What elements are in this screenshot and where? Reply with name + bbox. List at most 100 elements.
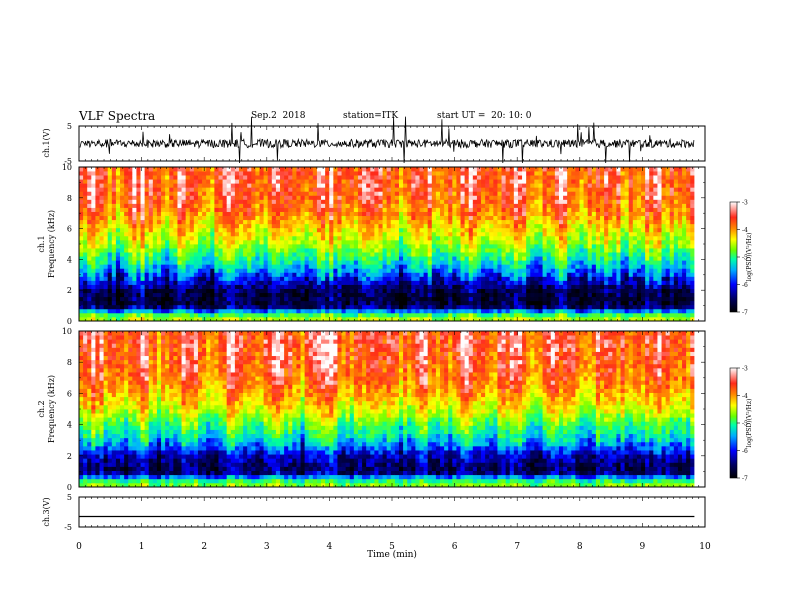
spectrogram-cell	[440, 179, 445, 184]
spectrogram-cell	[107, 244, 113, 249]
spectrogram-cell	[91, 312, 96, 318]
spectrogram-cell	[210, 272, 215, 277]
spectrogram-cell	[456, 207, 461, 212]
spectrogram-cell	[173, 312, 178, 318]
spectrogram-cell	[587, 167, 593, 172]
spectrogram-cell	[243, 227, 248, 233]
spectrogram-cell	[128, 167, 133, 172]
spectrogram-cell	[156, 203, 162, 208]
spectrogram-cell	[169, 171, 174, 176]
spectrogram-cell	[538, 215, 543, 221]
spectrogram-cell	[542, 284, 548, 289]
spectrogram-cell	[378, 256, 383, 261]
spectrogram-cell	[583, 268, 589, 273]
spectrogram-cell	[382, 284, 388, 289]
spectrogram-cell	[284, 304, 289, 310]
spectrogram-cell	[259, 248, 265, 253]
spectrogram-cell	[600, 252, 605, 257]
spectrogram-cell	[247, 191, 252, 196]
spectrogram-cell	[386, 195, 392, 200]
spectrogram-cell	[136, 272, 141, 277]
spectrogram-cell	[374, 223, 379, 229]
spectrogram-cell	[263, 227, 269, 233]
spectrogram-cell	[181, 248, 187, 253]
spectrogram-cell	[497, 211, 502, 217]
spectrogram-cell	[411, 280, 416, 285]
spectrogram-cell	[345, 308, 351, 314]
spectrogram-cell	[456, 268, 461, 273]
spectrogram-cell	[280, 272, 285, 277]
spectrogram-cell	[79, 244, 84, 249]
spectrogram-cell	[329, 235, 334, 241]
spectrogram-cell	[136, 183, 141, 188]
spectrogram-cell	[173, 252, 178, 257]
spectrogram-cell	[316, 235, 322, 241]
spectrogram-cell	[608, 179, 613, 184]
spectrogram-cell	[259, 219, 265, 225]
spectrogram-cell	[357, 215, 363, 221]
spectrogram-cell	[321, 284, 326, 289]
spectrogram-cell	[189, 223, 195, 229]
spectrogram-cell	[579, 264, 584, 269]
spectrogram-cell	[83, 296, 88, 302]
spectrogram-cell	[612, 276, 617, 281]
spectrogram-cell	[501, 215, 507, 221]
spectrogram-cell	[152, 227, 158, 233]
spectrogram-cell	[165, 284, 170, 289]
spectrogram-cell	[427, 296, 433, 302]
spectrogram-cell	[144, 167, 150, 172]
spectrogram-cell	[563, 264, 568, 269]
spectrogram-cell	[177, 256, 182, 261]
spectrogram-cell	[148, 223, 154, 229]
spectrogram-cell	[386, 268, 392, 273]
spectrogram-cell	[509, 231, 515, 237]
spectrogram-cell	[230, 223, 236, 229]
spectrogram-cell	[234, 316, 240, 322]
spectrogram-cell	[567, 244, 572, 249]
spectrogram-cell	[107, 264, 113, 269]
spectrogram-cell	[448, 316, 453, 322]
spectrogram-cell	[79, 268, 84, 273]
spectrogram-cell	[288, 272, 293, 277]
spectrogram-cell	[513, 260, 519, 265]
spectrogram-cell	[292, 252, 297, 257]
spectrogram-cell	[140, 227, 146, 233]
spectrogram-cell	[415, 268, 420, 273]
spectrogram-cell	[251, 227, 256, 233]
spectrogram-cell	[144, 244, 150, 249]
spectrogram-cell	[185, 191, 191, 196]
spectrogram-cell	[493, 284, 498, 289]
spectrogram-cell	[509, 288, 515, 294]
spectrogram-cell	[173, 223, 178, 229]
spectrogram-cell	[394, 312, 400, 318]
spectrogram-cell	[464, 276, 470, 281]
spectrogram-cell	[206, 312, 211, 318]
spectrogram-cell	[374, 296, 379, 302]
spectrogram-cell	[362, 316, 367, 322]
spectrogram-cell	[398, 268, 404, 273]
spectrogram-cell	[210, 175, 215, 180]
spectrogram-cell	[489, 227, 494, 233]
spectrogram-cell	[345, 288, 351, 294]
spectrogram-cell	[185, 264, 191, 269]
spectrogram-cell	[156, 244, 162, 249]
spectrogram-cell	[374, 272, 379, 277]
spectrogram-cell	[403, 219, 408, 225]
spectrogram-cell	[181, 167, 187, 172]
spectrogram-cell	[222, 292, 228, 298]
spectrogram-cell	[571, 264, 576, 269]
spectrogram-cell	[485, 239, 490, 245]
spectrogram-cell	[308, 248, 314, 253]
spectrogram-cell	[263, 288, 269, 294]
spectrogram-cell	[210, 312, 215, 318]
spectrogram-cell	[341, 171, 347, 176]
spectrogram-cell	[341, 207, 347, 212]
spectrogram-cell	[197, 227, 203, 233]
spectrogram-cell	[214, 296, 219, 302]
spectrogram-cell	[107, 207, 113, 212]
spectrogram-cell	[337, 191, 342, 196]
spectrogram-cell	[107, 167, 113, 172]
spectrogram-cell	[321, 276, 326, 281]
spectrogram-cell	[259, 300, 265, 306]
spectrogram-cell	[148, 211, 154, 217]
